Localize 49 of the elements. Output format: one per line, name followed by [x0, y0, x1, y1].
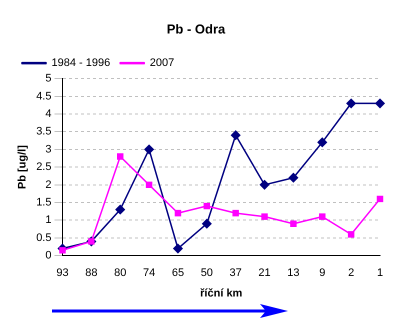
y-tick-label: 2 — [45, 178, 52, 191]
x-tick-label: 80 — [114, 267, 126, 280]
legend-label: 2007 — [150, 57, 174, 70]
point — [232, 210, 239, 216]
point — [348, 231, 354, 238]
point — [115, 204, 125, 214]
x-tick-label: 2 — [348, 267, 354, 280]
point — [173, 244, 183, 254]
y-tick-label: 0 — [45, 250, 52, 262]
y-tick-label: 1.5 — [36, 196, 52, 209]
point — [204, 202, 210, 210]
point — [146, 182, 152, 188]
x-tick-label: 37 — [230, 267, 242, 280]
y-tick-label: 3.5 — [36, 126, 52, 138]
point — [375, 98, 385, 108]
point — [59, 247, 66, 254]
chart-title: Pb - Odra — [166, 21, 226, 36]
point — [319, 213, 326, 220]
point — [144, 144, 154, 154]
x-tick-label: 13 — [287, 267, 300, 280]
y-tick-label: 2.5 — [36, 161, 52, 174]
x-tick-label: 88 — [85, 267, 98, 280]
x-tick-label: 9 — [319, 267, 326, 280]
point — [288, 172, 298, 182]
x-tick-label: 65 — [172, 267, 184, 280]
y-tick-label: 4 — [45, 108, 52, 120]
legend-label: 1984 - 1996 — [52, 57, 110, 70]
y-tick-label: 1 — [45, 214, 52, 226]
point — [202, 218, 212, 228]
y-tick-label: 4.5 — [36, 90, 52, 102]
x-tick-label: 1 — [376, 267, 384, 280]
y-tick-label: 0.5 — [36, 232, 52, 244]
x-tick-label: 21 — [258, 267, 271, 280]
point — [260, 180, 270, 190]
x-tick-label: 93 — [56, 267, 69, 280]
point — [290, 220, 297, 227]
point — [116, 153, 124, 160]
point — [230, 130, 240, 140]
y-axis-title: Pb [ug/l] — [16, 144, 29, 190]
y-tick-label: 5 — [45, 72, 52, 85]
x-axis-title: říční km — [200, 287, 243, 300]
point — [318, 138, 328, 148]
x-tick-label: 50 — [200, 267, 213, 280]
point — [376, 196, 384, 202]
point — [261, 213, 268, 220]
point — [174, 210, 182, 216]
point — [346, 98, 356, 108]
x-tick-label: 74 — [142, 267, 156, 280]
y-tick-label: 3 — [45, 143, 52, 156]
